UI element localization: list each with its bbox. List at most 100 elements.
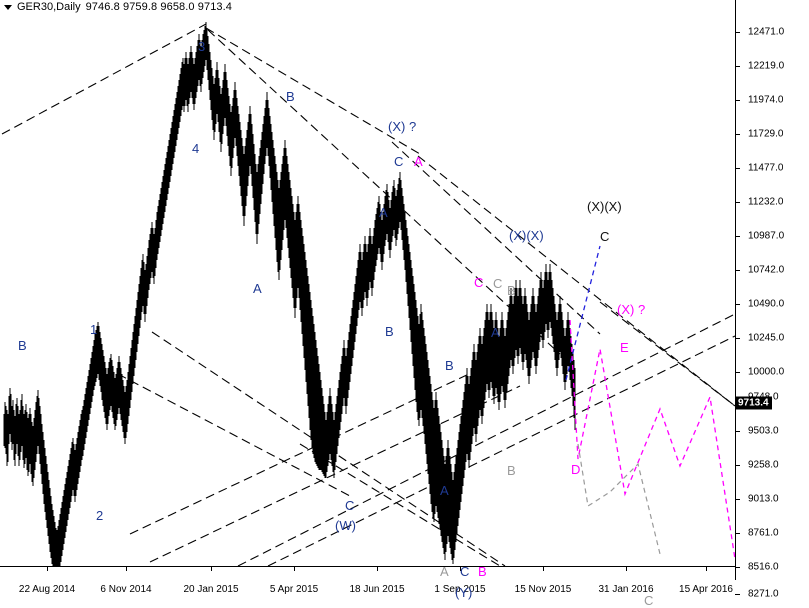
wave-label: 2 [96, 508, 104, 523]
wave-label: B [18, 338, 27, 353]
price-tick-label: 8516.0 [748, 561, 779, 573]
date-tick-mark [294, 566, 295, 571]
price-tick-mark [735, 236, 740, 237]
trendline-rising-upper [1, 23, 207, 135]
date-tick-mark [706, 566, 707, 571]
price-axis[interactable]: 12471.0 12219.0 11974.0 11729.0 11477.0 11232… [735, 0, 809, 600]
price-tick-mark [735, 338, 740, 339]
price-tick-mark [735, 567, 740, 568]
symbol-name: GER30,Daily [17, 1, 81, 13]
date-tick-label: 1 Sep 2015 [434, 584, 486, 595]
trendline-descending-far-right [599, 301, 735, 407]
price-tick-mark [735, 100, 740, 101]
trendline-rising-small-upper [129, 363, 491, 535]
wave-label: D [571, 462, 581, 477]
date-tick-mark [47, 566, 48, 571]
wave-label: C [474, 275, 484, 290]
trendline-rising-lower-2 [267, 335, 735, 566]
trendline-short-descend-left [117, 373, 351, 497]
date-tick-label: 31 Jan 2016 [598, 584, 654, 595]
ohlc-values: 9746.8 9759.8 9658.0 9713.4 [85, 1, 233, 13]
current-price-tag: 9713.4 [736, 396, 772, 410]
price-bars [3, 22, 576, 566]
wave-label: A [414, 154, 423, 169]
wave-label: C [644, 593, 654, 608]
price-tick-mark [735, 168, 740, 169]
wave-label: C [345, 498, 355, 513]
wave-label: B [507, 283, 516, 298]
wave-label: B [445, 358, 454, 373]
price-tick-label: 8271.0 [748, 588, 779, 600]
price-tick-label: 11729.0 [748, 128, 784, 140]
trendline-rising-small-lower [149, 385, 521, 563]
price-tick-label: 10000.0 [748, 366, 785, 378]
wave-label: B [385, 324, 394, 339]
wave-label: C [493, 276, 503, 291]
price-tick-label: 11477.0 [748, 162, 784, 174]
wave-label: (X)(X) [587, 199, 622, 214]
date-tick-mark [126, 566, 127, 571]
price-tick-label: 11974.0 [748, 94, 784, 106]
date-tick-mark [211, 566, 212, 571]
price-tick-mark [735, 372, 740, 373]
wave-label: C [600, 229, 610, 244]
wave-label: (Y) [455, 585, 473, 600]
price-tick-label: 12219.0 [748, 60, 785, 72]
price-tick-label: 10490.0 [748, 298, 785, 310]
price-tick-mark [735, 499, 740, 500]
date-tick-label: 22 Aug 2014 [18, 584, 76, 595]
wave-label: 4 [192, 141, 200, 156]
chart-canvas [1, 22, 735, 566]
date-tick-mark [543, 566, 544, 571]
date-tick-label: 18 Jun 2015 [349, 584, 405, 595]
wave-label: A [491, 325, 500, 340]
wave-label: B [507, 463, 516, 478]
wave-label: 1 [90, 322, 98, 337]
wave-label: (W) [335, 518, 356, 533]
price-tick-mark [735, 134, 740, 135]
price-tick-label: 8761.0 [748, 527, 779, 539]
price-tick-label: 10987.0 [748, 230, 785, 242]
price-tick-label: 10245.0 [748, 332, 785, 344]
wave-label: 3 [198, 39, 206, 54]
price-tick-mark [735, 533, 740, 534]
trendline-descending-mid [391, 141, 601, 335]
wave-label: C [394, 154, 404, 169]
price-tick-label: 9258.0 [748, 459, 779, 471]
date-tick-label: 5 Apr 2015 [269, 584, 319, 595]
date-axis-line [0, 566, 736, 567]
wave-label: A [440, 564, 449, 579]
price-tick-label: 9503.0 [748, 425, 779, 437]
wave-label: A [440, 483, 449, 498]
date-tick-mark [377, 566, 378, 571]
trendline-descending-channel-upper [207, 29, 561, 355]
price-tick-label: 9013.0 [748, 493, 779, 505]
price-tick-mark [735, 304, 740, 305]
date-tick-label: 20 Jan 2015 [183, 584, 239, 595]
price-tick-mark [735, 465, 740, 466]
date-tick-mark [626, 566, 627, 571]
date-tick-mark [460, 566, 461, 571]
wave-label: A [253, 281, 262, 296]
trendline-descending-long [417, 155, 735, 407]
wave-label: B [286, 89, 295, 104]
price-tick-mark [735, 32, 740, 33]
trendline-rising-lower-1 [237, 313, 735, 566]
trendline-w-descend [299, 443, 501, 566]
price-tick-mark [735, 431, 740, 432]
price-tick-mark [735, 66, 740, 67]
triangle-down-icon[interactable] [4, 4, 12, 10]
wave-label: C [460, 564, 470, 579]
plot-area[interactable] [0, 14, 735, 566]
date-tick-label: 6 Nov 2014 [100, 584, 152, 595]
date-tick-label: 15 Nov 2015 [514, 584, 572, 595]
blue-projection-line [565, 245, 601, 381]
wave-label: (X) ? [388, 119, 417, 134]
wave-label: (X) ? [617, 302, 646, 317]
price-tick-mark [735, 202, 740, 203]
trendline-group [1, 23, 735, 566]
price-axis-line [735, 0, 736, 580]
wave-label: B [478, 564, 487, 579]
price-tick-mark [735, 270, 740, 271]
